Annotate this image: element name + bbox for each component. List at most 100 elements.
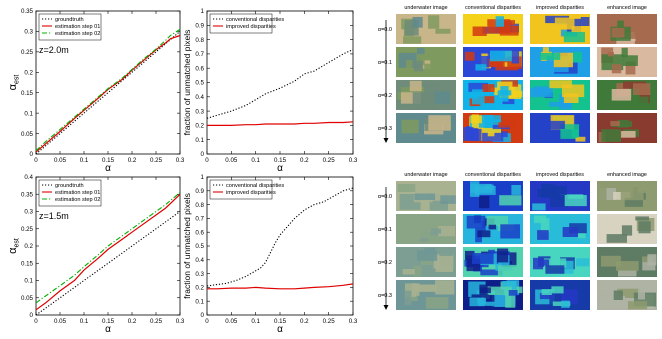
thumbnail-patch	[402, 269, 415, 275]
x-axis-label: α	[105, 163, 111, 174]
thumbnail-patch	[573, 51, 583, 63]
x-tick-label: 0	[34, 318, 38, 325]
image-thumbnail	[396, 280, 456, 310]
thumbnail-patch	[628, 301, 648, 310]
thumbnail-patch	[428, 15, 440, 29]
thumbnail-patch	[469, 297, 485, 307]
image-thumbnail	[396, 247, 456, 277]
x-tick-label: 0.15	[102, 318, 115, 325]
thumbnail-patch	[511, 185, 521, 195]
image-thumbnail	[530, 247, 590, 277]
x-tick-label: 0.2	[128, 157, 137, 164]
thumbnail-patch	[464, 51, 475, 61]
thumbnail-patch	[620, 186, 644, 201]
thumbnail-patch	[564, 195, 587, 207]
thumbnail-patch	[622, 55, 638, 66]
y-axis-label-main: α	[7, 83, 19, 90]
grid-column-header: improved disparities	[536, 5, 584, 11]
thumbnail-patch	[495, 16, 504, 27]
y-tick-label: 0.05	[21, 131, 34, 138]
thumbnail-patch	[411, 229, 431, 238]
image-thumbnail	[530, 14, 590, 44]
image-thumbnail	[463, 181, 523, 211]
x-tick-label: 0.25	[323, 318, 336, 325]
x-tick-label: 0.1	[251, 157, 260, 164]
thumbnail-patch	[540, 218, 550, 233]
thumbnail-patch	[563, 93, 579, 103]
thumbnail-patch	[503, 286, 523, 294]
x-tick-label: 0.3	[349, 318, 358, 325]
thumbnail-patch	[635, 216, 649, 221]
y-tick-label: 0.1	[195, 298, 204, 305]
thumbnail-patch	[482, 132, 504, 142]
thumbnail-patch	[545, 265, 565, 274]
alpha-arrow-head	[383, 138, 389, 143]
legend-label: improved disparities	[226, 24, 276, 30]
legend-label: improved disparities	[226, 190, 276, 196]
thumbnail-patch	[440, 195, 456, 204]
series-line	[35, 193, 181, 311]
thumbnail-patch	[431, 218, 446, 229]
thumbnail-patch	[541, 289, 552, 295]
thumbnail-patch	[580, 17, 590, 26]
thumbnail-patch	[415, 284, 437, 292]
thumbnail-patch	[611, 27, 625, 38]
x-tick-label: 0	[205, 318, 209, 325]
thumbnail-patch	[551, 286, 564, 294]
y-axis-label: αest	[7, 75, 21, 91]
thumbnail-patch	[431, 54, 443, 60]
thumbnail-patch	[435, 280, 455, 295]
thumbnail-patch	[554, 17, 575, 30]
y-tick-label: 0.3	[24, 29, 33, 36]
thumbnail-patch	[537, 188, 558, 198]
thumbnail-patch	[549, 226, 566, 235]
thumbnail-patch	[637, 185, 656, 193]
thumbnail-patch	[505, 292, 516, 308]
thumbnail-patch	[406, 59, 413, 75]
thumbnail-patch	[539, 259, 549, 266]
thumbnail-patch	[607, 52, 614, 57]
x-tick-label: 0.15	[274, 157, 287, 164]
thumbnail-patch	[498, 122, 517, 128]
y-tick-label: 0.5	[195, 80, 204, 87]
thumbnail-patch	[571, 26, 590, 33]
thumbnail-patch	[575, 136, 586, 142]
thumbnail-patch	[562, 227, 579, 237]
image-thumbnail	[530, 280, 590, 310]
grid-column-header: conventional disparities	[465, 172, 521, 178]
thumbnail-patch	[414, 193, 436, 200]
x-tick-label: 0.15	[274, 318, 287, 325]
y-tick-label: 0.7	[195, 216, 204, 223]
image-thumbnail	[396, 181, 456, 211]
image-thumbnail	[396, 113, 456, 143]
thumbnail-patch	[578, 233, 586, 239]
image-thumbnail	[463, 14, 523, 44]
annotation-label: z=1.5m	[39, 211, 69, 221]
x-tick-label: 0.25	[150, 318, 163, 325]
y-axis-label: fraction of unmatched pixels	[182, 30, 192, 136]
image-grid-1: underwater image conventional disparities…	[378, 5, 657, 143]
thumbnail-patch	[484, 115, 501, 123]
thumbnail-patch	[400, 91, 421, 104]
y-axis-label-main: α	[7, 247, 19, 254]
thumbnail-patch	[618, 270, 637, 277]
image-thumbnail	[396, 80, 456, 110]
thumbnail-patch	[487, 184, 511, 194]
thumbnail-patch	[407, 222, 425, 233]
image-grids-group: underwater image conventional disparities…	[378, 5, 657, 310]
y-tick-label: 0.2	[195, 123, 204, 130]
y-tick-label: 0.1	[195, 137, 204, 144]
thumbnail-patch	[617, 288, 640, 298]
image-thumbnail	[463, 80, 523, 110]
image-thumbnail	[463, 247, 523, 277]
x-axis-label: α	[105, 324, 111, 335]
thumbnail-patch	[616, 249, 639, 260]
thumbnail-patch	[533, 86, 550, 96]
thumbnail-patch	[576, 258, 590, 267]
legend-label: estimation step 02	[55, 197, 100, 203]
thumbnail-patch	[480, 103, 496, 109]
y-tick-label: 0	[30, 312, 34, 319]
chart-3: 0 0.05 0.1 0.15 0.2 0.25 0.3 0 0.05 0.1 0.15 0.2 0.2…	[7, 174, 185, 335]
series-line	[35, 28, 181, 152]
